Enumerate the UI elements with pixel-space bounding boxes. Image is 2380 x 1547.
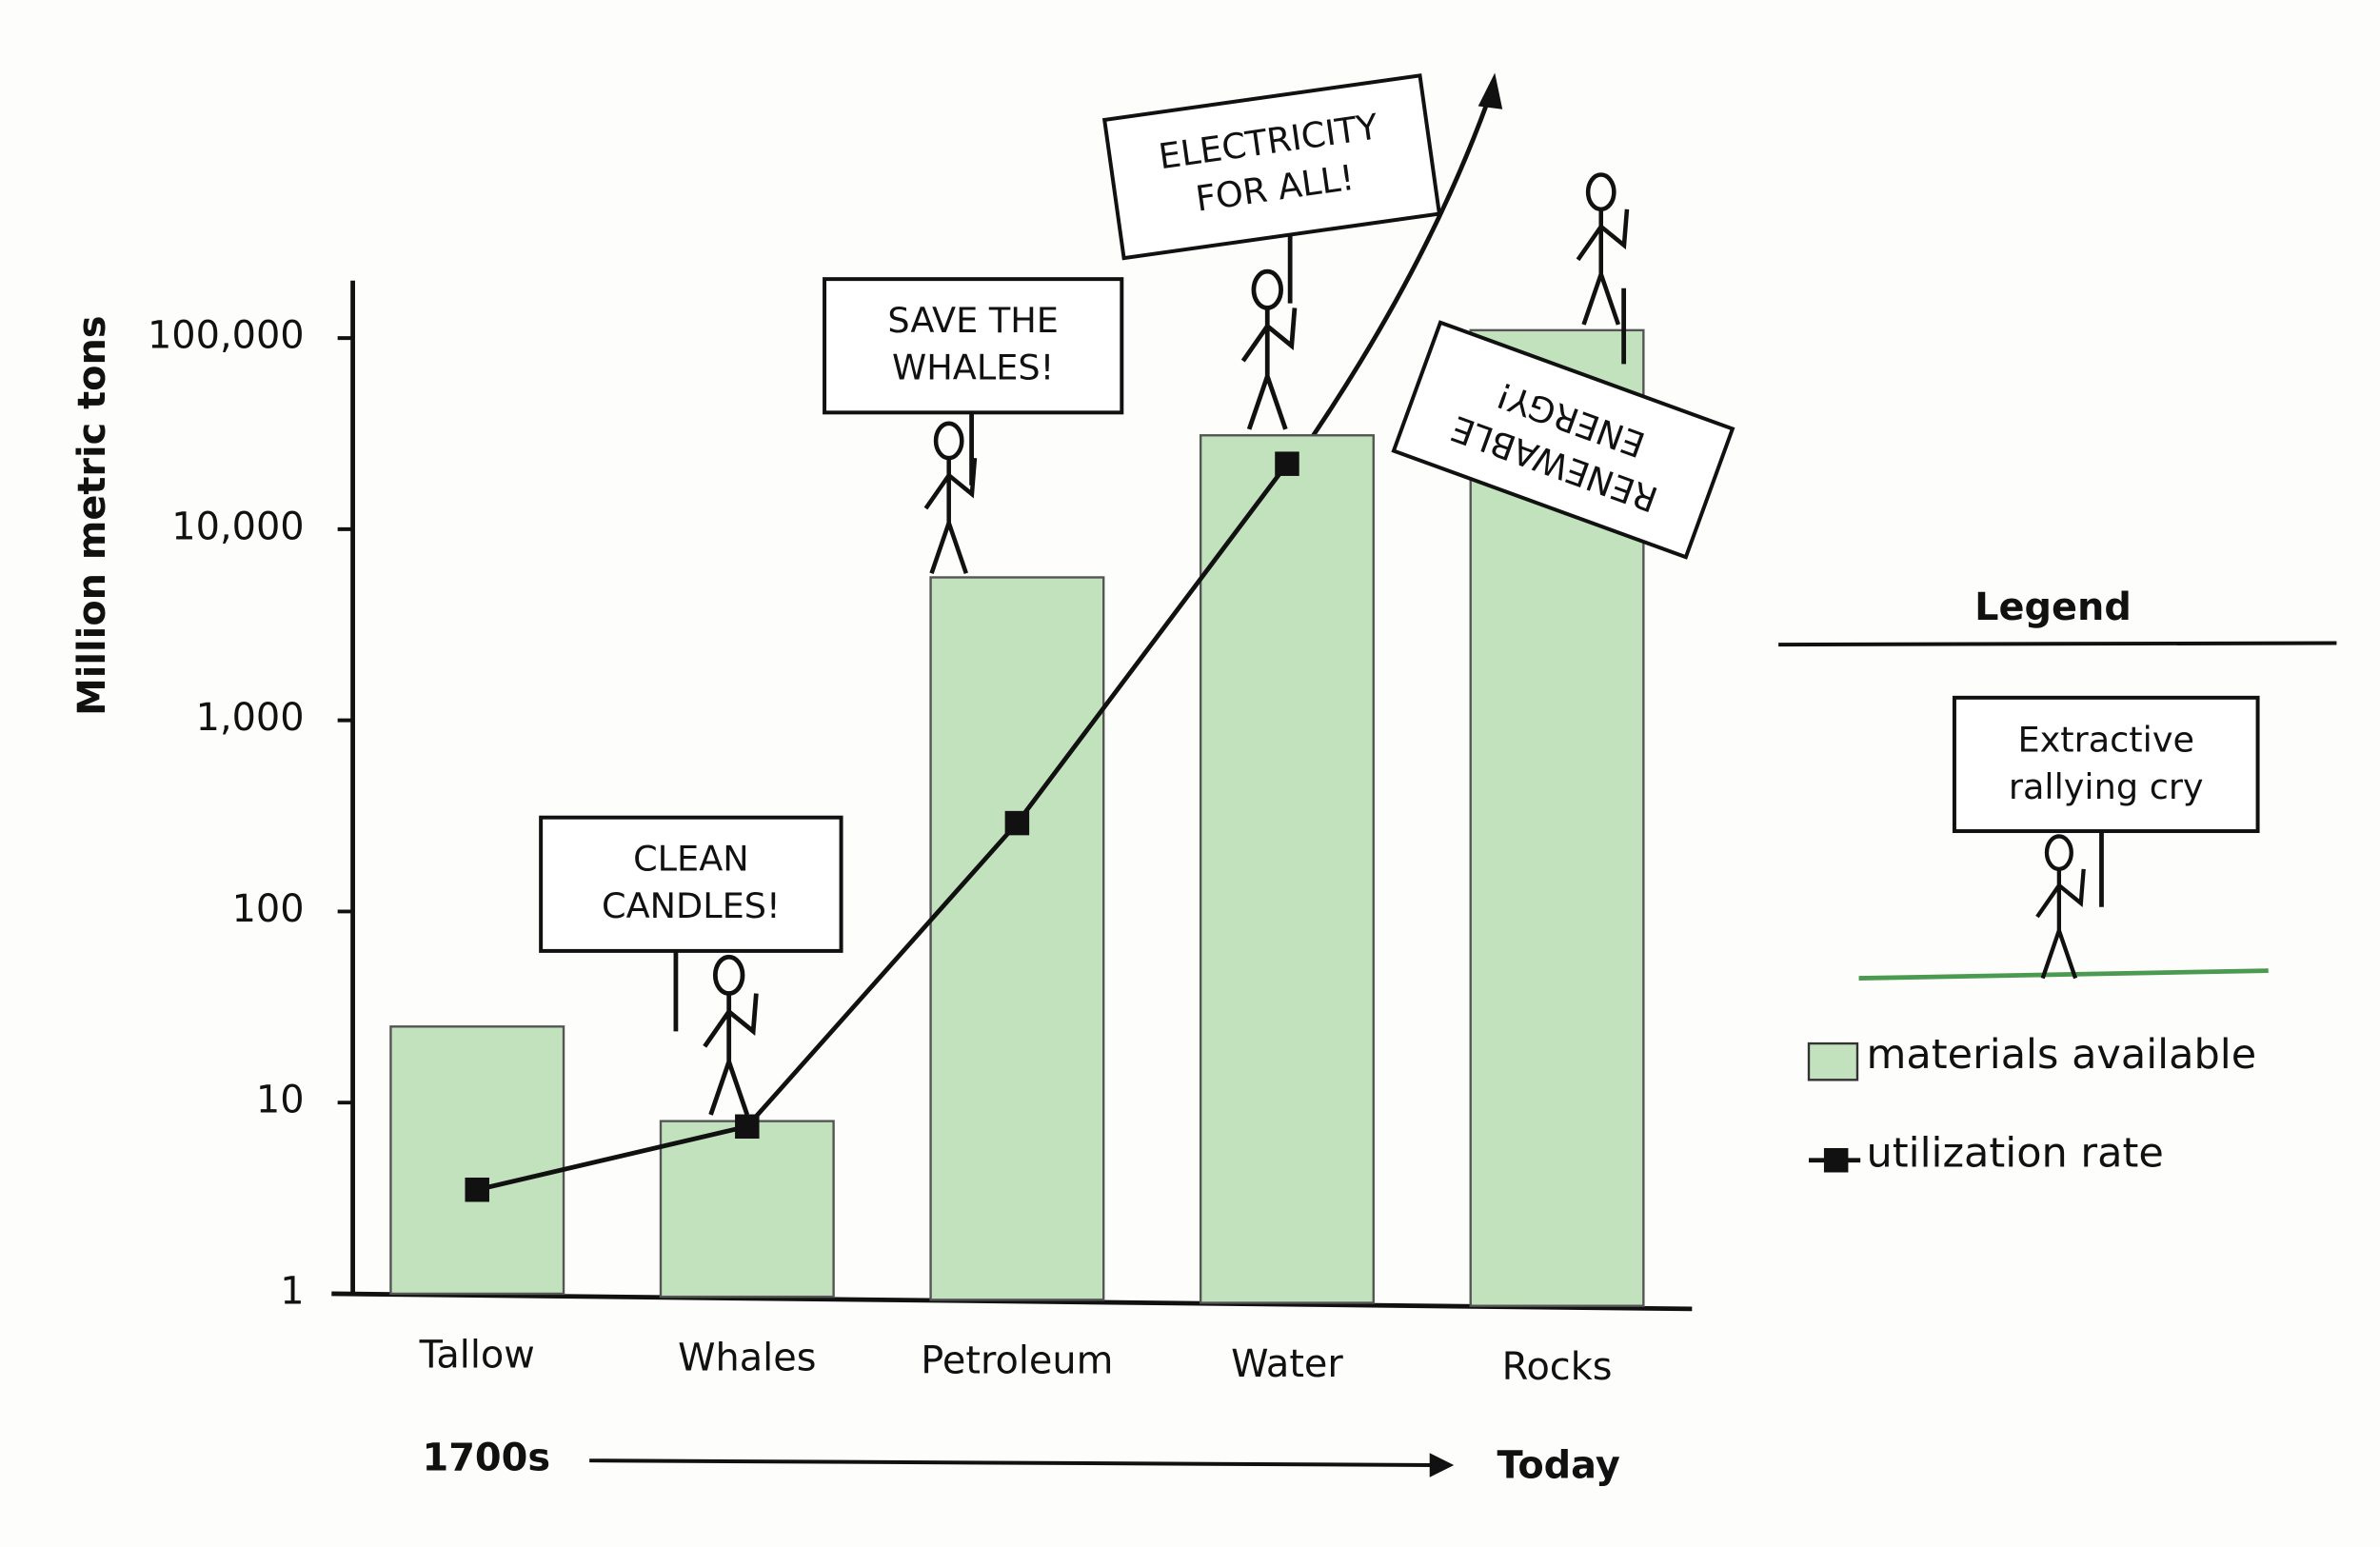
line — [476, 462, 1289, 1193]
bar — [659, 1120, 835, 1299]
figure-body — [923, 457, 978, 574]
x-tick-label: Petroleum — [921, 1339, 1113, 1383]
x-tick-label: Tallow — [419, 1333, 535, 1377]
bar — [1199, 434, 1375, 1304]
legend-label: utilization rate — [1867, 1129, 2164, 1177]
x-tick-label: Water — [1231, 1342, 1343, 1386]
x-tick-label: Rocks — [1502, 1345, 1613, 1389]
line-marker — [1275, 451, 1299, 476]
x-tick-label: Whales — [678, 1337, 816, 1380]
figure-body — [1240, 307, 1298, 430]
legend-sign-text: Extractive — [2017, 720, 2194, 761]
y-tick-label: 1 — [280, 1269, 304, 1313]
bar — [389, 1025, 565, 1296]
trend-arrowhead — [1478, 72, 1503, 109]
y-axis-label: Million metric tons — [70, 315, 114, 715]
timeline-arrow — [589, 1458, 1435, 1467]
figure-head — [933, 421, 964, 461]
stick-figure — [2035, 834, 2086, 980]
sign-board — [539, 815, 843, 953]
timeline-end: Today — [1497, 1444, 1619, 1488]
stick-figure — [1576, 172, 1630, 326]
stick-figure — [1240, 268, 1298, 430]
figure-body — [1576, 208, 1630, 326]
figure-body — [703, 993, 759, 1116]
sign-board — [823, 277, 1124, 415]
figure-body — [2035, 868, 2086, 980]
sign-text: WHALES! — [892, 347, 1054, 387]
figure-head — [1251, 268, 1283, 310]
sign-text: CANDLES! — [602, 885, 781, 926]
legend-sign-text: rallying cry — [2009, 766, 2204, 807]
sign-board — [1101, 73, 1442, 261]
legend-title: Legend — [1974, 585, 2132, 629]
timeline-start: 1700s — [423, 1437, 551, 1480]
y-tick-label: 10 — [256, 1079, 305, 1122]
sign-text: CLEAN — [633, 839, 749, 880]
sign-board — [1391, 320, 1735, 560]
y-tick-label: 100,000 — [148, 314, 305, 358]
stick-figure — [923, 421, 978, 574]
trend-arrow — [1292, 92, 1493, 465]
legend-ground — [1858, 968, 2269, 981]
sign-text: SAVE THE — [887, 300, 1059, 341]
y-tick-label: 1,000 — [196, 696, 305, 740]
sign: CLEAN CANDLES! — [539, 815, 843, 953]
legend-sign-board — [1952, 695, 2260, 834]
figure-head — [712, 954, 745, 996]
timeline-arrowhead — [1429, 1453, 1455, 1478]
figure-head — [1585, 172, 1616, 212]
bar — [929, 576, 1105, 1301]
legend-swatch-marker — [1823, 1148, 1849, 1173]
line-marker — [1004, 810, 1030, 836]
stick-figure — [703, 954, 759, 1116]
legend-swatch — [1807, 1041, 1859, 1081]
x-axis — [331, 1291, 1693, 1312]
y-tick-label: 100 — [232, 887, 305, 931]
figure-head — [2044, 834, 2073, 872]
line-marker — [735, 1114, 760, 1140]
sign: SAVE THE WHALES! — [823, 277, 1124, 415]
legend-rule — [1778, 641, 2337, 647]
legend-label: materials available — [1867, 1031, 2257, 1079]
line-marker — [465, 1177, 489, 1202]
y-tick-label: 10,000 — [171, 505, 304, 548]
